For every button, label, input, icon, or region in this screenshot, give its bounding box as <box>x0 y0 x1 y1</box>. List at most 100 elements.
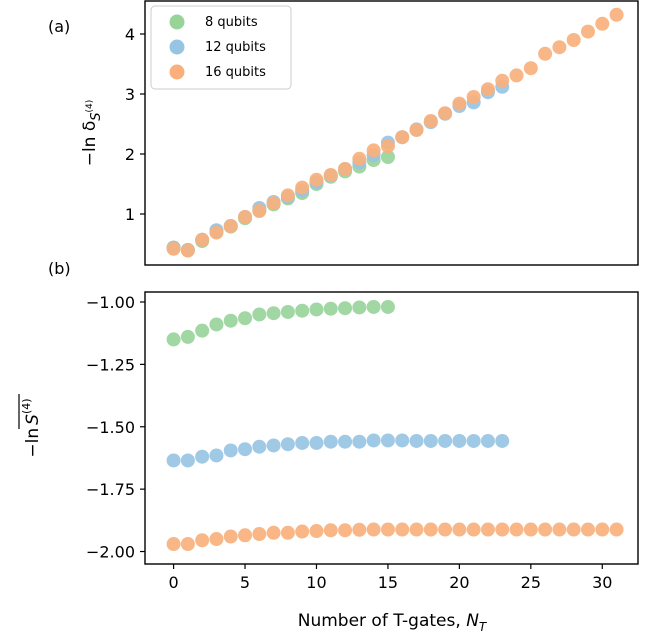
legend-marker-12-qubits <box>169 39 185 55</box>
point-16-qubits-10 <box>309 524 324 539</box>
point-16-qubits-30 <box>595 16 610 31</box>
point-16-qubits-23 <box>495 73 510 88</box>
point-16-qubits-19 <box>438 106 453 121</box>
point-12-qubits-18 <box>423 433 438 448</box>
point-16-qubits-10 <box>309 172 324 187</box>
point-16-qubits-4 <box>223 219 238 233</box>
point-16-qubits-17 <box>409 123 424 137</box>
panel-b-xlabel-var: N <box>466 611 479 631</box>
panel-a-points <box>166 7 624 258</box>
y-tick-label: 4 <box>125 25 135 44</box>
legend-label-16-qubits: 16 qubits <box>205 65 266 80</box>
panel-a-frame <box>144 0 639 266</box>
point-16-qubits-22 <box>480 522 495 537</box>
point-16-qubits-24 <box>509 522 524 537</box>
point-16-qubits-8 <box>280 188 295 203</box>
panel-a-ylabel: −ln δS(4) <box>80 100 104 167</box>
point-8-qubits-0 <box>166 332 181 347</box>
point-12-qubits-13 <box>352 434 367 449</box>
panel-a-ylabel-sup: (4) <box>85 100 95 113</box>
point-16-qubits-0 <box>166 537 181 552</box>
point-16-qubits-14 <box>366 522 381 537</box>
point-16-qubits-12 <box>338 162 353 176</box>
x-tick-label: 20 <box>449 573 469 592</box>
panel-b-ylabel-prefix: −ln <box>23 428 43 458</box>
point-16-qubits-2 <box>195 232 210 247</box>
panel-a-y-ticks: 1 2 3 4 <box>125 25 145 224</box>
point-12-qubits-3 <box>209 448 224 463</box>
point-16-qubits-19 <box>438 522 453 537</box>
point-16-qubits-15 <box>380 139 395 154</box>
point-16-qubits-26 <box>538 522 553 537</box>
panel-b-ylabel-main: S <box>23 414 43 425</box>
point-16-qubits-27 <box>552 40 567 55</box>
point-8-qubits-6 <box>252 307 267 322</box>
point-16-qubits-28 <box>566 33 581 47</box>
y-tick-label: −1.00 <box>86 293 135 312</box>
y-tick-label: −2.00 <box>86 543 135 562</box>
point-16-qubits-20 <box>452 522 467 537</box>
point-16-qubits-2 <box>195 533 210 548</box>
point-16-qubits-4 <box>223 529 238 544</box>
point-16-qubits-28 <box>566 522 581 537</box>
point-12-qubits-19 <box>438 433 453 448</box>
point-16-qubits-22 <box>480 82 495 97</box>
panel-a-ylabel-sub: S <box>89 112 104 120</box>
point-16-qubits-31 <box>609 7 624 22</box>
point-8-qubits-10 <box>309 302 324 317</box>
point-16-qubits-20 <box>452 96 467 111</box>
point-12-qubits-21 <box>466 433 481 448</box>
point-12-qubits-14 <box>366 433 381 448</box>
point-16-qubits-30 <box>595 522 610 537</box>
point-8-qubits-4 <box>223 313 238 328</box>
point-12-qubits-6 <box>252 439 267 454</box>
point-8-qubits-5 <box>238 311 253 326</box>
legend-marker-16-qubits <box>169 64 185 80</box>
point-16-qubits-23 <box>495 522 510 537</box>
panel-b-frame <box>144 291 639 565</box>
point-16-qubits-25 <box>523 522 538 537</box>
point-12-qubits-12 <box>338 434 353 449</box>
x-tick-label: 15 <box>378 573 398 592</box>
point-16-qubits-9 <box>295 180 310 195</box>
point-12-qubits-5 <box>238 442 253 457</box>
point-8-qubits-15 <box>380 299 395 314</box>
point-16-qubits-5 <box>238 528 253 543</box>
point-16-qubits-6 <box>252 527 267 542</box>
panel-b-ylabel: −ln S(4) <box>18 394 43 458</box>
point-8-qubits-9 <box>295 303 310 318</box>
point-16-qubits-29 <box>580 24 595 39</box>
point-12-qubits-11 <box>323 434 338 449</box>
point-8-qubits-12 <box>338 301 353 316</box>
point-12-qubits-1 <box>180 453 195 468</box>
panel-b-xlabel: Number of T-gates, NT <box>298 611 488 634</box>
panel-b: (b) −1.00 −1.25 −1.50 −1.75 −2.00 0 5 10 15 20 25… <box>18 259 639 634</box>
point-8-qubits-3 <box>209 317 224 332</box>
point-16-qubits-11 <box>323 523 338 538</box>
point-12-qubits-0 <box>166 453 181 468</box>
point-16-qubits-14 <box>366 143 381 158</box>
panel-b-xlabel-prefix: Number of T-gates, <box>298 611 466 631</box>
panel-b-ylabel-sup: (4) <box>20 398 33 414</box>
point-16-qubits-12 <box>338 523 353 538</box>
point-16-qubits-0 <box>166 241 181 256</box>
point-12-qubits-4 <box>223 443 238 458</box>
x-tick-label: 10 <box>306 573 326 592</box>
point-16-qubits-11 <box>323 168 338 182</box>
point-12-qubits-10 <box>309 435 324 450</box>
point-12-qubits-8 <box>280 437 295 452</box>
point-16-qubits-3 <box>209 225 224 240</box>
x-tick-label: 5 <box>240 573 250 592</box>
point-12-qubits-22 <box>480 433 495 448</box>
point-16-qubits-15 <box>380 522 395 537</box>
point-16-qubits-1 <box>180 537 195 552</box>
y-tick-label: −1.50 <box>86 418 135 437</box>
point-16-qubits-18 <box>423 522 438 537</box>
point-16-qubits-16 <box>395 522 410 537</box>
point-12-qubits-23 <box>495 433 510 448</box>
point-16-qubits-7 <box>266 196 281 211</box>
legend-marker-8-qubits <box>169 14 185 30</box>
y-tick-label: 1 <box>125 205 135 224</box>
point-16-qubits-1 <box>180 243 195 258</box>
point-16-qubits-25 <box>523 61 538 76</box>
